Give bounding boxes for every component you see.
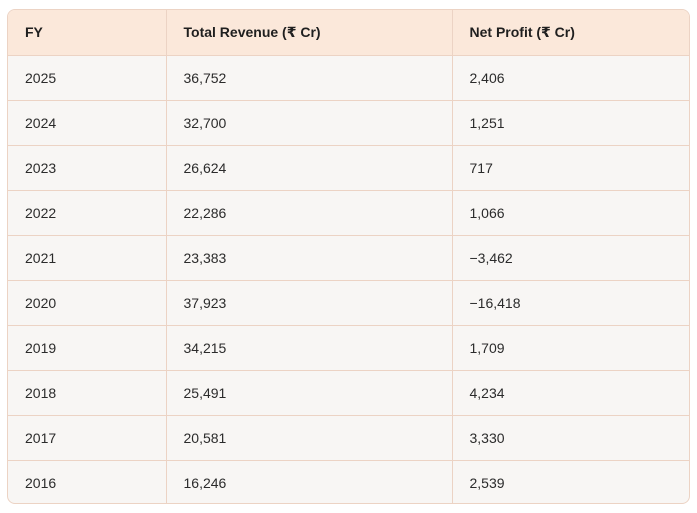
cell-net-profit: 1,251 <box>451 100 689 146</box>
cell-fy: 2023 <box>8 145 166 191</box>
cell-total-revenue: 20,581 <box>165 415 452 461</box>
cell-total-revenue: 36,752 <box>165 55 452 101</box>
table-row: 2024 32,700 1,251 <box>8 100 689 146</box>
cell-fy: 2021 <box>8 235 166 281</box>
cell-fy: 2025 <box>8 55 166 101</box>
cell-total-revenue: 23,383 <box>165 235 452 281</box>
table-header: FY Total Revenue (₹ Cr) Net Profit (₹ Cr… <box>8 10 689 56</box>
cell-total-revenue: 22,286 <box>165 190 452 236</box>
table-row: 2025 36,752 2,406 <box>8 55 689 101</box>
table-row: 2017 20,581 3,330 <box>8 415 689 461</box>
cell-fy: 2019 <box>8 325 166 371</box>
table-row: 2018 25,491 4,234 <box>8 370 689 416</box>
cell-total-revenue: 25,491 <box>165 370 452 416</box>
cell-total-revenue: 16,246 <box>165 460 452 503</box>
column-header-total-revenue: Total Revenue (₹ Cr) <box>165 10 452 56</box>
table-row: 2019 34,215 1,709 <box>8 325 689 371</box>
financials-table-container: FY Total Revenue (₹ Cr) Net Profit (₹ Cr… <box>7 9 690 504</box>
cell-net-profit: −3,462 <box>451 235 689 281</box>
cell-fy: 2020 <box>8 280 166 326</box>
cell-net-profit: 2,406 <box>451 55 689 101</box>
cell-total-revenue: 37,923 <box>165 280 452 326</box>
table-row: 2023 26,624 717 <box>8 145 689 191</box>
cell-net-profit: 4,234 <box>451 370 689 416</box>
cell-net-profit: 717 <box>451 145 689 191</box>
header-row: FY Total Revenue (₹ Cr) Net Profit (₹ Cr… <box>8 10 689 56</box>
cell-fy: 2024 <box>8 100 166 146</box>
table-row: 2022 22,286 1,066 <box>8 190 689 236</box>
table-row: 2016 16,246 2,539 <box>8 460 689 503</box>
financials-table: FY Total Revenue (₹ Cr) Net Profit (₹ Cr… <box>8 10 689 503</box>
cell-net-profit: 1,066 <box>451 190 689 236</box>
cell-net-profit: 3,330 <box>451 415 689 461</box>
cell-net-profit: 1,709 <box>451 325 689 371</box>
cell-total-revenue: 26,624 <box>165 145 452 191</box>
cell-fy: 2018 <box>8 370 166 416</box>
cell-net-profit: 2,539 <box>451 460 689 503</box>
table-body: 2025 36,752 2,406 2024 32,700 1,251 2023… <box>8 55 689 503</box>
table-row: 2020 37,923 −16,418 <box>8 280 689 326</box>
cell-fy: 2022 <box>8 190 166 236</box>
cell-fy: 2016 <box>25 474 57 491</box>
table-row: 2021 23,383 −3,462 <box>8 235 689 281</box>
cell-fy: 2017 <box>8 415 166 461</box>
column-header-net-profit: Net Profit (₹ Cr) <box>451 10 689 56</box>
column-header-fy: FY <box>8 10 166 56</box>
cell-total-revenue: 32,700 <box>165 100 452 146</box>
cell-net-profit: −16,418 <box>451 280 689 326</box>
cell-total-revenue: 34,215 <box>165 325 452 371</box>
